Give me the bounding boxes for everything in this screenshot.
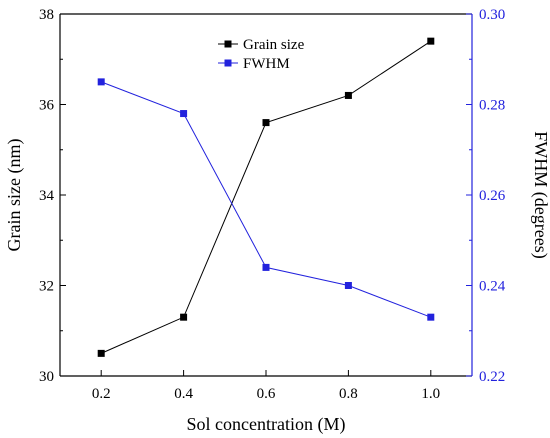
series-line-grain-size bbox=[100, 40, 432, 354]
data-point-fwhm bbox=[344, 282, 352, 289]
left-y-tick-label: 38 bbox=[39, 7, 54, 23]
data-point-fwhm bbox=[180, 110, 188, 118]
x-tick-label: 1.0 bbox=[421, 386, 440, 402]
legend-marker bbox=[224, 59, 232, 67]
data-point-fwhm bbox=[262, 263, 270, 271]
left-y-tick-label: 32 bbox=[39, 279, 54, 295]
x-axis-title: Sol concentration (M) bbox=[187, 414, 346, 435]
data-point-fwhm bbox=[427, 313, 435, 321]
legend-label: Grain size bbox=[243, 37, 305, 53]
data-point-grain-size bbox=[262, 119, 270, 127]
data-point-fwhm bbox=[97, 78, 105, 86]
x-tick-label: 0.2 bbox=[92, 386, 111, 402]
x-tick-label: 0.4 bbox=[174, 386, 193, 402]
right-y-tick-label: 0.22 bbox=[479, 369, 505, 385]
right-y-tick-label: 0.26 bbox=[479, 188, 506, 204]
right-y-tick-label: 0.24 bbox=[479, 279, 506, 295]
data-point-grain-size bbox=[427, 37, 435, 45]
right-y-tick-label: 0.30 bbox=[479, 7, 505, 23]
right-y-tick-label: 0.28 bbox=[479, 98, 505, 114]
data-point-grain-size bbox=[180, 313, 188, 321]
left-y-axis-title: Grain size (nm) bbox=[4, 139, 25, 252]
legend-label: FWHM bbox=[243, 56, 290, 72]
right-y-axis-title: FWHM (degrees) bbox=[530, 131, 550, 258]
legend-marker bbox=[224, 40, 232, 48]
left-y-tick-label: 30 bbox=[39, 369, 54, 385]
series-line-fwhm bbox=[101, 81, 431, 318]
x-tick-label: 0.6 bbox=[257, 386, 276, 402]
x-tick-label: 0.8 bbox=[339, 386, 358, 402]
data-point-grain-size bbox=[344, 91, 352, 99]
data-point-grain-size bbox=[97, 349, 105, 357]
left-y-tick-label: 36 bbox=[39, 98, 55, 114]
left-y-tick-label: 34 bbox=[39, 188, 55, 204]
